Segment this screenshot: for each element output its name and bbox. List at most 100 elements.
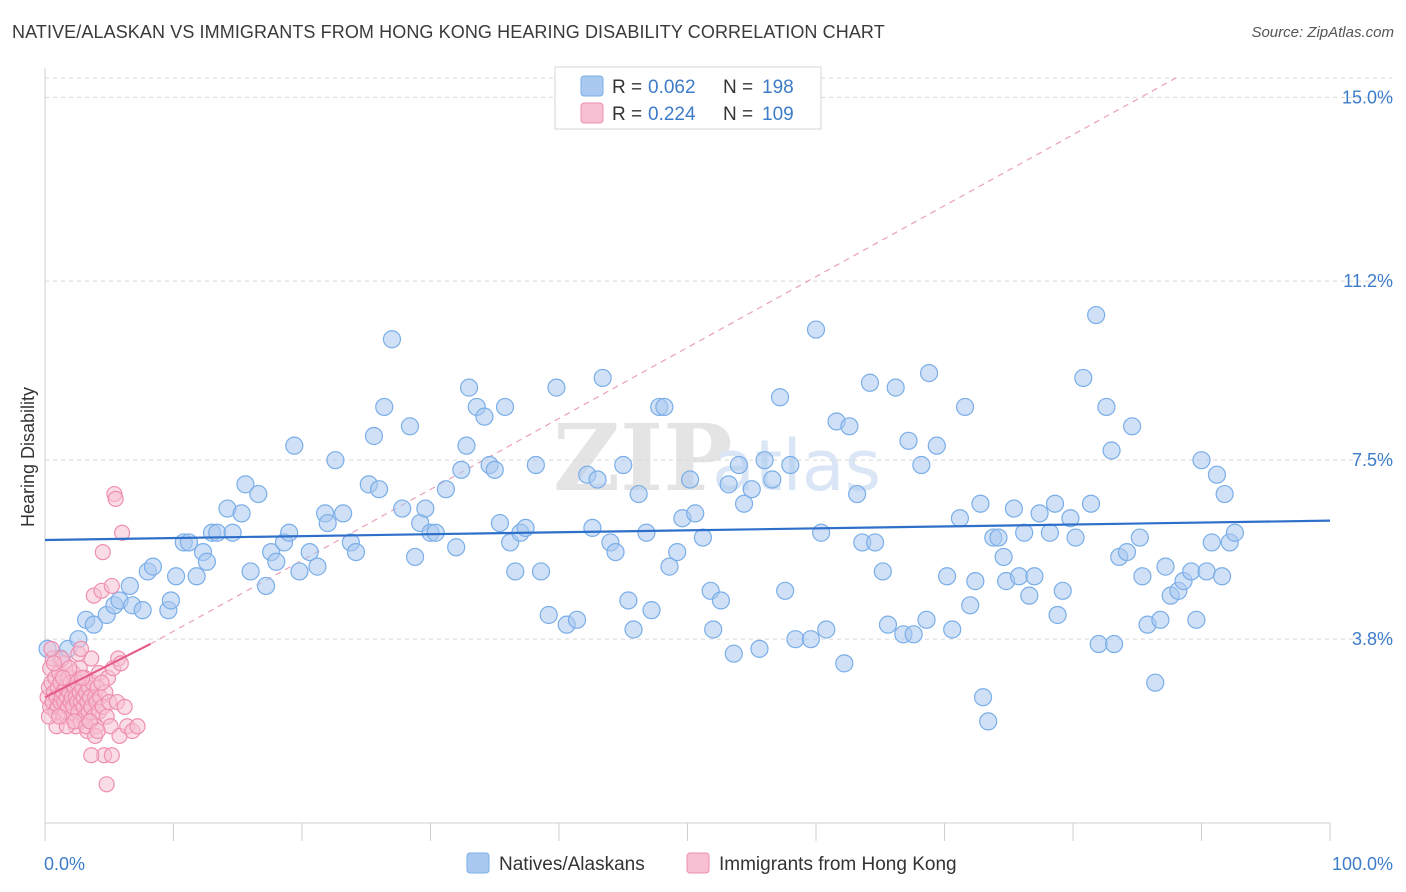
point-natives-182	[1202, 533, 1221, 552]
point-natives-168	[1123, 417, 1142, 436]
x-tick-label-1: 100.0%	[1332, 854, 1393, 874]
point-natives-11	[133, 601, 152, 620]
point-natives-13	[143, 557, 163, 576]
point-hongkong-68	[94, 543, 111, 561]
trend-lines	[150, 77, 1177, 645]
point-natives-97	[693, 528, 713, 547]
legend-r-label-2: R =	[612, 104, 642, 125]
point-natives-174	[1156, 557, 1175, 576]
point-natives-169	[1130, 528, 1149, 547]
point-natives-29	[249, 484, 268, 504]
trend-line-1	[44, 643, 151, 699]
point-natives-36	[290, 562, 309, 581]
point-natives-122	[860, 373, 880, 392]
point-hongkong-103	[51, 708, 68, 725]
point-natives-60	[457, 436, 476, 455]
bottom-legend-label-natives: Natives/Alaskans	[499, 854, 645, 875]
point-hongkong-80	[107, 490, 124, 507]
point-natives-84	[614, 455, 633, 475]
point-natives-72	[526, 455, 545, 475]
point-natives-153	[1040, 523, 1059, 542]
point-natives-83	[606, 542, 625, 562]
point-natives-178	[1182, 562, 1201, 581]
point-hongkong-107	[89, 722, 106, 740]
point-natives-30	[256, 576, 276, 596]
point-natives-141	[973, 688, 993, 707]
point-natives-74	[539, 605, 558, 625]
point-hongkong-105	[72, 640, 90, 657]
y-axis-label: Hearing Disability	[18, 387, 38, 527]
point-natives-157	[1061, 509, 1080, 528]
point-natives-109	[770, 388, 790, 407]
legend-n-label-1: N =	[723, 77, 753, 98]
point-natives-102	[724, 644, 743, 663]
point-natives-63	[475, 407, 494, 426]
point-natives-88	[637, 523, 656, 542]
point-natives-113	[801, 630, 820, 649]
point-natives-116	[817, 620, 836, 639]
point-natives-131	[917, 610, 936, 629]
point-natives-158	[1066, 528, 1085, 547]
point-natives-107	[755, 451, 774, 470]
point-natives-139	[966, 572, 985, 591]
point-natives-149	[1015, 523, 1034, 542]
point-natives-108	[763, 470, 782, 489]
point-natives-132	[919, 363, 939, 383]
point-natives-148	[1009, 567, 1029, 586]
legend-n-label-2: N =	[723, 104, 753, 125]
point-natives-161	[1087, 305, 1106, 325]
legend-r-value-2: 0.224	[648, 104, 696, 125]
point-natives-119	[840, 417, 859, 436]
point-natives-26	[232, 504, 251, 523]
point-natives-58	[447, 538, 466, 557]
point-natives-9	[120, 576, 139, 596]
y-tick-label-2: 11.2%	[1343, 271, 1393, 291]
point-natives-159	[1074, 368, 1093, 388]
point-natives-170	[1133, 567, 1152, 586]
gridlines	[45, 77, 1392, 640]
point-natives-100	[711, 591, 731, 610]
point-natives-162	[1089, 634, 1108, 654]
x-tick-label-0: 0.0%	[44, 854, 85, 874]
point-natives-167	[1117, 542, 1137, 562]
point-natives-124	[873, 562, 892, 581]
point-natives-147	[1004, 499, 1023, 518]
point-natives-144	[989, 528, 1008, 547]
y-tick-label-1: 7.5%	[1352, 450, 1393, 470]
point-natives-37	[300, 542, 319, 562]
point-hongkong-86	[116, 698, 133, 715]
point-natives-138	[961, 596, 980, 615]
point-natives-56	[426, 523, 445, 542]
point-natives-111	[781, 455, 800, 475]
point-natives-180	[1192, 451, 1211, 470]
point-natives-23	[208, 523, 227, 542]
point-natives-86	[624, 620, 643, 639]
point-natives-120	[848, 484, 867, 504]
point-natives-67	[495, 397, 515, 417]
point-natives-38	[308, 557, 327, 576]
point-natives-154	[1045, 494, 1065, 513]
point-natives-137	[955, 397, 975, 417]
point-natives-101	[719, 475, 738, 494]
point-natives-21	[197, 552, 217, 571]
point-natives-112	[786, 630, 805, 649]
point-hongkong-77	[103, 747, 120, 764]
legend-n-value-1: 198	[762, 77, 794, 98]
point-natives-103	[729, 455, 749, 475]
point-natives-172	[1146, 673, 1165, 692]
point-natives-118	[835, 654, 854, 673]
point-natives-133	[927, 436, 946, 455]
point-hongkong-89	[129, 718, 146, 735]
point-natives-87	[629, 484, 648, 504]
legend-r-label-1: R =	[612, 77, 642, 98]
point-hongkong-106	[83, 747, 100, 764]
point-natives-50	[393, 499, 412, 518]
point-natives-96	[686, 504, 705, 523]
point-natives-160	[1081, 494, 1101, 513]
point-natives-114	[806, 320, 826, 339]
point-natives-80	[588, 470, 607, 489]
point-natives-81	[593, 368, 612, 388]
point-natives-93	[668, 542, 687, 562]
y-tick-label-0: 3.8%	[1352, 629, 1393, 649]
point-natives-41	[326, 451, 345, 470]
